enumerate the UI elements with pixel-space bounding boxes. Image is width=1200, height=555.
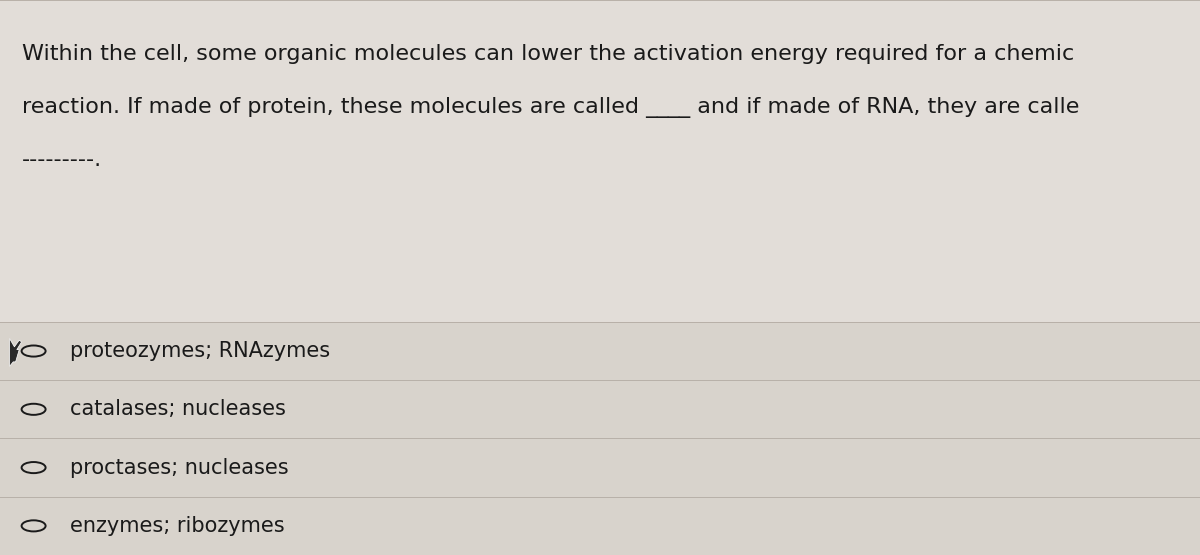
Text: reaction. If made of protein, these molecules are called ____ and if made of RNA: reaction. If made of protein, these mole…: [22, 97, 1079, 118]
Bar: [0, 438, 1200, 497]
Text: proctases; nucleases: proctases; nucleases: [70, 457, 288, 478]
Text: ---------.: ---------.: [22, 150, 102, 170]
Text: catalases; nucleases: catalases; nucleases: [70, 399, 286, 420]
Text: Within the cell, some organic molecules can lower the activation energy required: Within the cell, some organic molecules …: [22, 44, 1074, 64]
Bar: [0, 322, 1200, 380]
Bar: [0, 380, 1200, 438]
Text: proteozymes; RNAzymes: proteozymes; RNAzymes: [70, 341, 330, 361]
Text: enzymes; ribozymes: enzymes; ribozymes: [70, 516, 284, 536]
Bar: [0, 0, 1200, 322]
Bar: [0, 497, 1200, 555]
Polygon shape: [10, 339, 22, 366]
